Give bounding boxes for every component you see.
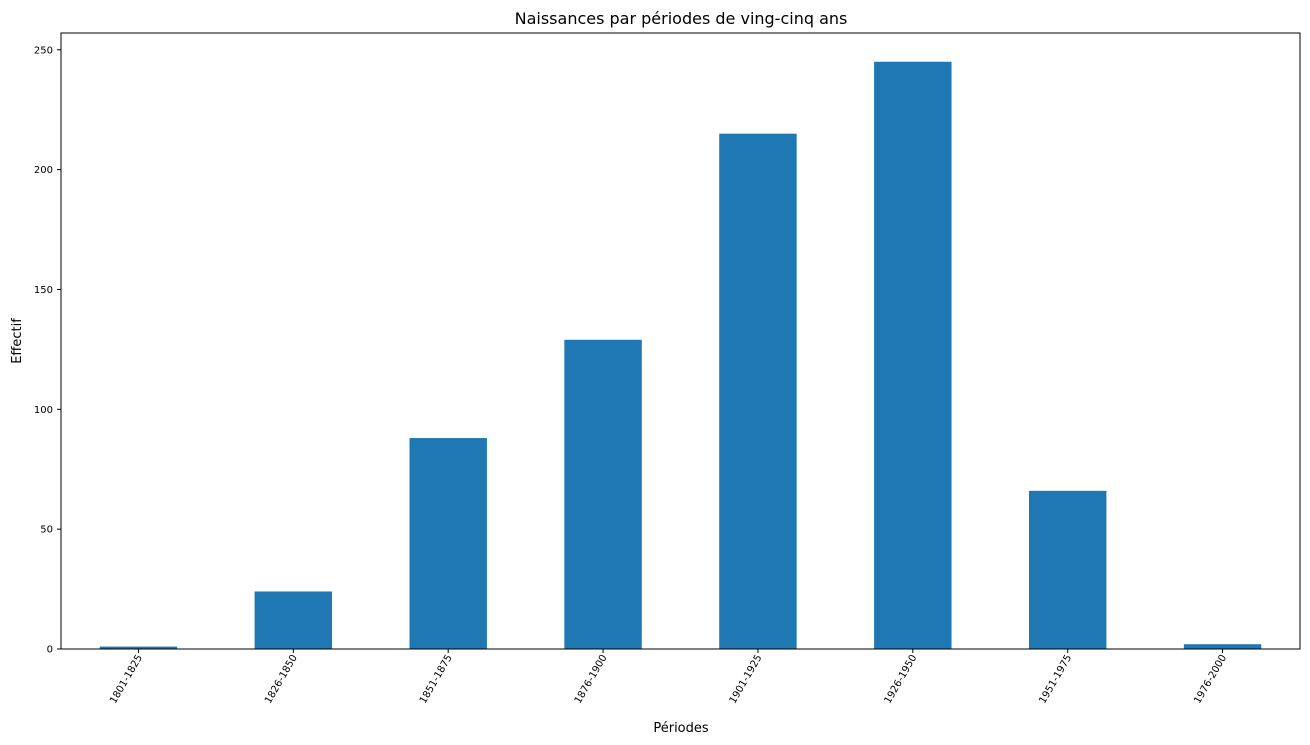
chart-title: Naissances par périodes de ving-cinq ans: [515, 9, 848, 28]
bar-1801-1825: [99, 646, 178, 649]
y-tick-label: 250: [34, 45, 53, 56]
bar-1926-1950: [874, 61, 952, 649]
y-tick-label: 100: [34, 405, 53, 416]
bars-group: [99, 61, 1262, 650]
bar-1976-2000: [1183, 644, 1262, 649]
bar-1826-1850: [254, 591, 333, 649]
x-axis-label: Périodes: [653, 721, 709, 736]
y-tick-label: 150: [34, 285, 53, 296]
plot-frame: [60, 32, 1301, 650]
y-axis-ticks: 0 50 100 150 200 250: [34, 45, 61, 656]
bar-1876-1900: [564, 339, 642, 649]
y-tick-label: 50: [40, 525, 53, 536]
y-tick-label: 0: [47, 645, 53, 656]
bar-1951-1975: [1028, 490, 1107, 649]
y-tick-label: 200: [34, 165, 53, 176]
bar-1851-1875: [409, 438, 487, 649]
y-axis-label: Effectif: [10, 318, 25, 364]
bar-1901-1925: [719, 133, 797, 650]
